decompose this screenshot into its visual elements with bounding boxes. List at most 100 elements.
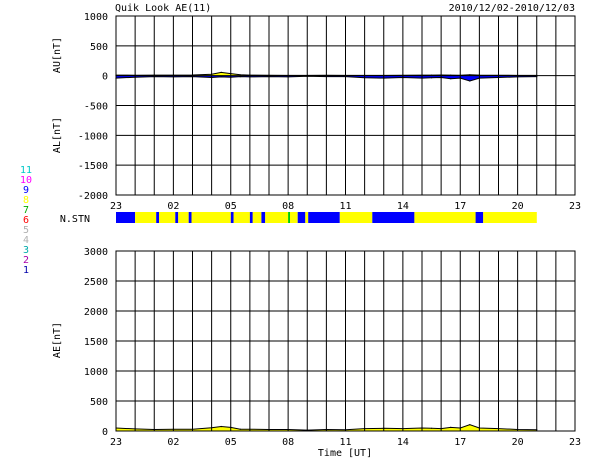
station-segment-yellow (135, 212, 157, 223)
ae-xtick-label: 20 (512, 437, 524, 448)
station-segment-green (288, 212, 290, 223)
ae-ytick-label: 3000 (84, 247, 108, 258)
au-al-point (239, 76, 241, 78)
station-legend-item: 11 (20, 165, 32, 176)
station-segment-blue (475, 212, 484, 223)
au-al-xtick-label: 17 (454, 201, 466, 212)
ae-ytick-label: 2000 (84, 307, 108, 318)
ae-ytick-label: 0 (102, 427, 108, 438)
au-al-area-AU[nT] (116, 72, 537, 76)
au-al-area-AL[nT] (116, 75, 537, 81)
station-segment-yellow (265, 212, 289, 223)
ae-xtick-label: 14 (397, 437, 409, 448)
station-legend-item: 9 (23, 185, 29, 196)
ae-point (431, 427, 433, 429)
ae-xtick-label: 23 (110, 437, 122, 448)
station-segment-blue (372, 212, 415, 223)
ae-ytick-label: 1000 (84, 367, 108, 378)
station-segment-yellow (191, 212, 231, 223)
station-segment-yellow (290, 212, 298, 223)
ae-ytick-label: 2500 (84, 277, 108, 288)
ae-point (220, 425, 222, 428)
station-legend-item: 6 (23, 215, 29, 226)
au-al-xtick-label: 23 (110, 201, 122, 212)
au-al-xtick-label: 02 (167, 201, 179, 212)
chart-title: Quik Look AE(11) (115, 3, 211, 14)
station-legend-item: 10 (20, 175, 32, 186)
date-range: 2010/12/02-2010/12/03 (449, 3, 575, 14)
station-segment-blue (175, 212, 179, 223)
station-legend-item: 7 (23, 205, 29, 216)
ae-xtick-label: 02 (167, 437, 179, 448)
au-al-point (469, 80, 471, 82)
station-segment-yellow (414, 212, 476, 223)
au-al-frame (115, 15, 576, 196)
station-segment-yellow (233, 212, 250, 223)
station-segment-yellow (483, 212, 537, 223)
ae-xtick-label: 11 (339, 437, 351, 448)
au-al-ytick-label: -500 (84, 102, 108, 113)
au-al-point (469, 74, 471, 76)
ae-xtick-label: 23 (569, 437, 581, 448)
station-segment-yellow (178, 212, 189, 223)
ae-ytick-label: 1500 (84, 337, 108, 348)
station-segment-blue (308, 212, 340, 223)
au-al-point (220, 76, 222, 78)
au-al-ytick-label: -2000 (78, 191, 108, 202)
station-segment-blue (249, 212, 253, 223)
station-segment-blue (116, 212, 136, 223)
station-segment-yellow (339, 212, 373, 223)
au-al-xtick-label: 08 (282, 201, 294, 212)
au-al-ytick-label: -1500 (78, 161, 108, 172)
au-al-line-AL[nT] (115, 75, 537, 82)
ae-ytick-label: 500 (90, 397, 108, 408)
ae-line-AE[nT] (115, 424, 537, 431)
station-legend-item: 3 (23, 245, 29, 256)
au-al-ytick-label: 0 (102, 72, 108, 83)
ae-xtick-label: 17 (454, 437, 466, 448)
au-al-ytick-label: -1000 (78, 131, 108, 142)
station-segment-blue (261, 212, 266, 223)
station-segment-blue (156, 212, 160, 223)
station-strip-label: N.STN (60, 214, 90, 225)
ae-xtick-label: 08 (282, 437, 294, 448)
station-legend-item: 2 (23, 255, 29, 266)
au-al-point (431, 77, 433, 79)
au-al-point (450, 78, 452, 80)
ae-area-AE[nT] (116, 424, 537, 431)
au-al-xtick-label: 14 (397, 201, 409, 212)
station-segment-blue (188, 212, 192, 223)
station-legend-item: 1 (23, 265, 29, 276)
ae-axis-label: AE[nT] (52, 322, 63, 358)
au-al-ytick-label: 500 (90, 42, 108, 53)
x-axis-label: Time [UT] (318, 448, 372, 459)
station-legend-item: 8 (23, 195, 29, 206)
station-segment-blue (297, 212, 306, 223)
ae-xtick-label: 05 (225, 437, 237, 448)
au-al-ytick-label: 1000 (84, 12, 108, 23)
au-al-xtick-label: 05 (225, 201, 237, 212)
station-legend-item: 5 (23, 225, 29, 236)
au-al-xtick-label: 23 (569, 201, 581, 212)
au-al-point (220, 71, 222, 73)
al-axis-label: AL[nT] (52, 117, 63, 153)
ae-frame (115, 250, 576, 432)
ae-point (239, 428, 241, 430)
station-legend-item: 4 (23, 235, 29, 246)
station-segment-yellow (305, 212, 309, 223)
station-segment-yellow (252, 212, 262, 223)
station-segment-yellow (159, 212, 176, 223)
au-axis-label: AU[nT] (52, 37, 63, 73)
station-strip (116, 212, 537, 223)
ae-point (469, 424, 471, 426)
station-segment-blue (230, 212, 234, 223)
au-al-point (239, 74, 241, 76)
au-al-xtick-label: 11 (339, 201, 351, 212)
ae-point (450, 426, 452, 428)
au-al-xtick-label: 20 (512, 201, 524, 212)
